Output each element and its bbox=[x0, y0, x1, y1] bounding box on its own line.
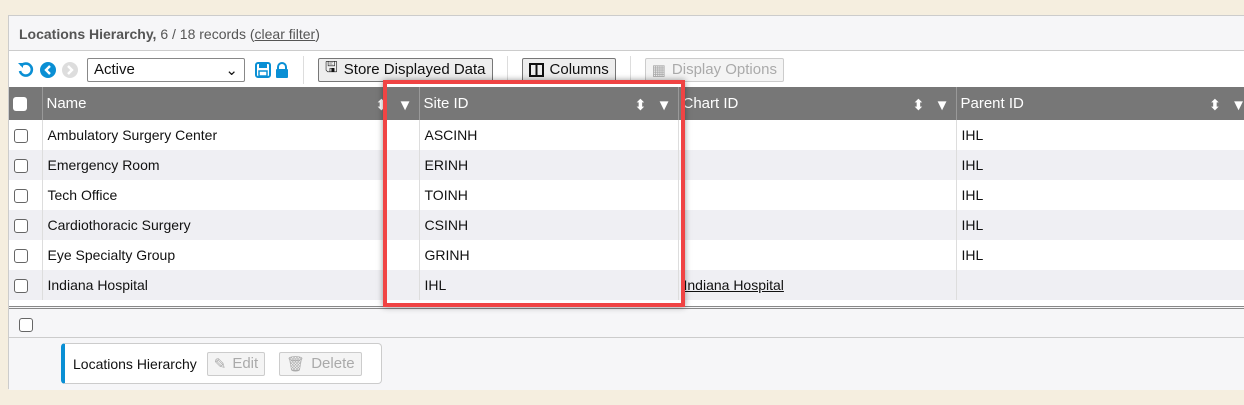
table-row[interactable]: Tech Office TOINH IHL bbox=[9, 180, 1244, 210]
cell-parent-id: IHL bbox=[956, 120, 1244, 150]
panel-title: Locations Hierarchy, 6 / 18 records (cle… bbox=[9, 16, 1244, 51]
table-row[interactable]: Indiana Hospital IHL Indiana Hospital bbox=[9, 270, 1244, 300]
table-header: Name ⬍ ▼ Site ID ⬍ ▼ Chart ID ⬍ ▼ Parent ID ⬍ ▼ bbox=[9, 87, 1244, 120]
column-chart-id[interactable]: Chart ID ⬍ ▼ bbox=[678, 87, 957, 120]
cell-chart-id bbox=[678, 120, 957, 150]
display-options-button[interactable]: ▦ Display Options bbox=[644, 57, 784, 82]
divider bbox=[303, 55, 304, 84]
cell-parent-id: IHL bbox=[956, 150, 1244, 180]
divider bbox=[629, 55, 631, 84]
cell-name: Ambulatory Surgery Center bbox=[42, 120, 420, 150]
table-footer bbox=[9, 306, 1244, 338]
cell-parent-id: IHL bbox=[956, 210, 1244, 240]
cell-chart-id: Indiana Hospital bbox=[678, 270, 957, 300]
filter-icon[interactable]: ▼ bbox=[397, 96, 413, 114]
locations-table: Name ⬍ ▼ Site ID ⬍ ▼ Chart ID ⬍ ▼ Parent ID ⬍ ▼ … bbox=[9, 87, 1244, 300]
columns-icon bbox=[528, 62, 544, 77]
cell-site-id: ASCINH bbox=[419, 120, 679, 150]
cell-parent-id: IHL bbox=[956, 180, 1244, 210]
filter-icon[interactable]: ▼ bbox=[1231, 96, 1244, 114]
filter-icon[interactable]: ▼ bbox=[656, 96, 672, 114]
row-checkbox[interactable] bbox=[14, 249, 28, 264]
sort-icon[interactable]: ⬍ bbox=[634, 97, 647, 114]
table-row[interactable]: Emergency Room ERINH IHL bbox=[9, 150, 1244, 180]
cell-name: Eye Specialty Group bbox=[42, 240, 420, 270]
lock-icon[interactable] bbox=[275, 61, 289, 78]
row-checkbox[interactable] bbox=[14, 279, 28, 294]
chevron-down-icon: ⌄ bbox=[225, 61, 238, 79]
cell-site-id: CSINH bbox=[419, 210, 679, 240]
cell-name: Cardiothoracic Surgery bbox=[42, 210, 420, 240]
clear-filter-link[interactable]: clear filter bbox=[254, 26, 316, 42]
cell-name: Indiana Hospital bbox=[42, 270, 420, 300]
column-name[interactable]: Name ⬍ ▼ bbox=[42, 87, 420, 120]
chart-id-link[interactable]: Indiana Hospital bbox=[683, 277, 784, 293]
delete-button[interactable]: 🗑 Delete bbox=[279, 351, 362, 376]
cell-parent-id: IHL bbox=[956, 240, 1244, 270]
forward-icon[interactable] bbox=[61, 61, 79, 79]
table-row[interactable]: Eye Specialty Group GRINH IHL bbox=[9, 240, 1244, 270]
sort-icon[interactable]: ⬍ bbox=[1208, 97, 1222, 114]
row-checkbox[interactable] bbox=[14, 159, 28, 174]
cell-name: Tech Office bbox=[42, 180, 420, 210]
site-id-highlight bbox=[383, 80, 685, 307]
sort-icon[interactable]: ⬍ bbox=[912, 97, 925, 114]
filter-icon[interactable]: ▼ bbox=[934, 96, 950, 114]
floppy-icon: 🖫 bbox=[325, 59, 338, 76]
status-select[interactable]: Active ⌄ bbox=[87, 57, 245, 82]
trash-icon: 🗑 bbox=[286, 355, 306, 373]
cell-chart-id bbox=[678, 150, 957, 180]
locations-panel: Locations Hierarchy, 6 / 18 records (cle… bbox=[8, 15, 1244, 390]
back-icon[interactable] bbox=[39, 61, 57, 79]
toolbar: Active ⌄ 🖫 Store Displayed Data Columns ▦ D… bbox=[9, 52, 1244, 87]
cell-site-id: TOINH bbox=[419, 180, 679, 210]
refresh-icon[interactable] bbox=[17, 61, 35, 79]
record-card: Locations Hierarchy ✎ Edit 🗑 Delete bbox=[61, 343, 382, 384]
column-parent-id[interactable]: Parent ID ⬍ ▼ bbox=[956, 87, 1244, 120]
cell-chart-id bbox=[678, 240, 957, 270]
table-row[interactable]: Ambulatory Surgery Center ASCINH IHL bbox=[9, 120, 1244, 150]
store-displayed-data-button[interactable]: 🖫 Store Displayed Data bbox=[318, 57, 493, 82]
footer-checkbox[interactable] bbox=[19, 318, 33, 333]
cell-site-id: ERINH bbox=[419, 150, 679, 180]
divider bbox=[506, 55, 508, 84]
cell-parent-id bbox=[956, 270, 1244, 300]
row-checkbox[interactable] bbox=[14, 219, 28, 234]
column-site-id[interactable]: Site ID ⬍ ▼ bbox=[419, 87, 679, 120]
pencil-icon: ✎ bbox=[213, 355, 227, 373]
table-icon: ▦ bbox=[651, 61, 666, 79]
cell-name: Emergency Room bbox=[42, 150, 420, 180]
cell-chart-id bbox=[678, 210, 957, 240]
cell-site-id: IHL bbox=[419, 270, 679, 300]
edit-button[interactable]: ✎ Edit bbox=[206, 351, 266, 376]
row-checkbox[interactable] bbox=[14, 129, 28, 144]
action-bar: Locations Hierarchy ✎ Edit 🗑 Delete bbox=[9, 338, 1244, 390]
save-icon[interactable] bbox=[255, 61, 271, 78]
cell-chart-id bbox=[678, 180, 957, 210]
row-checkbox[interactable] bbox=[14, 189, 28, 204]
table-row[interactable]: Cardiothoracic Surgery CSINH IHL bbox=[9, 210, 1244, 240]
cell-site-id: GRINH bbox=[419, 240, 679, 270]
columns-button[interactable]: Columns bbox=[521, 57, 616, 82]
select-all-checkbox[interactable] bbox=[13, 97, 27, 112]
